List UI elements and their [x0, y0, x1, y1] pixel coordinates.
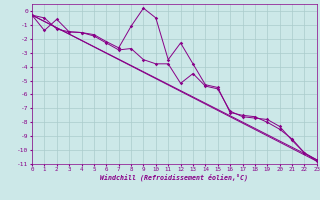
- X-axis label: Windchill (Refroidissement éolien,°C): Windchill (Refroidissement éolien,°C): [100, 174, 248, 181]
